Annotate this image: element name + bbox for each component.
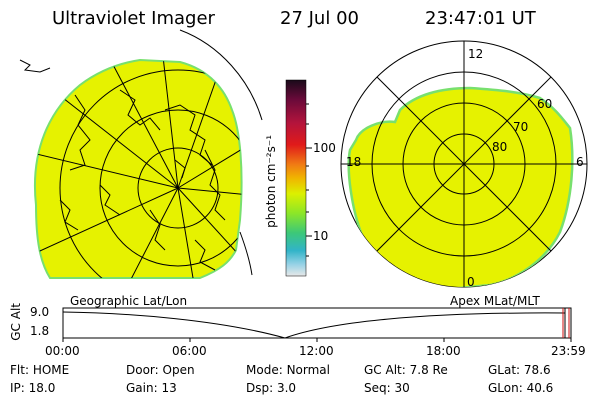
mlat-label-80: 80 [492, 140, 508, 154]
instrument-title: Ultraviolet Imager [52, 8, 215, 29]
geographic-image [19, 29, 263, 279]
status-ip: IP: 18.0 [10, 381, 56, 395]
status-glat: GLat: 78.6 [488, 363, 551, 377]
status-mode: Mode: Normal [246, 363, 330, 377]
status-dsp: Dsp: 3.0 [246, 381, 297, 395]
mlt-label-0: 0 [467, 275, 475, 289]
mlat-label-60: 60 [537, 97, 553, 111]
time-tick-0600: 06:00 [172, 344, 207, 358]
mlt-label-6: 6 [576, 155, 584, 169]
status-glon: GLon: 40.6 [488, 381, 554, 395]
altitude-tick-low: 1.8 [30, 324, 50, 338]
magnetic-panel-label: Apex MLat/MLT [450, 294, 540, 308]
altitude-axis-label: GC Alt [9, 303, 23, 341]
status-gain: Gain: 13 [126, 381, 177, 395]
status-door: Door: Open [126, 363, 195, 377]
colorbar-unit-label: photon cm⁻²s⁻¹ [264, 135, 278, 228]
mlat-label-70: 70 [513, 120, 529, 134]
magnetic-polar-plot [340, 40, 588, 288]
status-gc-alt: GC Alt: 7.8 Re [364, 363, 448, 377]
status-flight: Flt: HOME [10, 363, 70, 377]
status-seq: Seq: 30 [364, 381, 410, 395]
altitude-tick-high: 9.0 [30, 305, 50, 319]
time-tick-1800: 18:00 [426, 344, 461, 358]
observation-date: 27 Jul 00 [280, 8, 359, 29]
colorbar-tick-100: 100 [313, 141, 336, 155]
colorbar [285, 79, 312, 277]
time-tick-0000: 00:00 [45, 344, 80, 358]
time-tick-2359: 23:59 [551, 344, 586, 358]
geographic-panel-label: Geographic Lat/Lon [70, 294, 188, 308]
mlt-label-18: 18 [346, 155, 362, 169]
mlt-label-12: 12 [468, 47, 484, 61]
altitude-plot [62, 307, 572, 342]
time-tick-1200: 12:00 [299, 344, 334, 358]
colorbar-tick-10: 10 [313, 229, 329, 243]
observation-time: 23:47:01 UT [425, 8, 536, 29]
